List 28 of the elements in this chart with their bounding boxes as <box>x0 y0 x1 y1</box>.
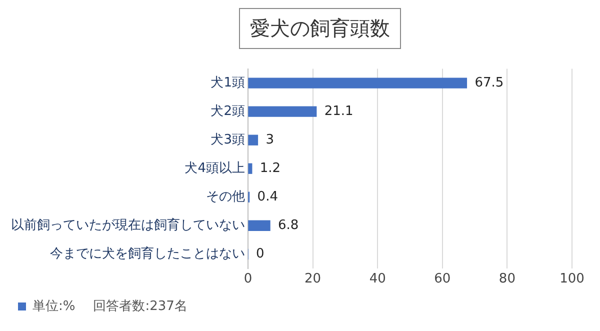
x-tick-label: 40 <box>369 272 386 287</box>
data-label: 6.8 <box>278 218 299 234</box>
data-label: 21.1 <box>324 104 354 119</box>
y-tick-label: その他 <box>206 189 245 204</box>
chart-title: 愛犬の飼育頭数 <box>239 8 401 49</box>
data-label: 1.2 <box>260 160 281 176</box>
bar <box>248 220 270 231</box>
text: 回答者数:237名 <box>93 298 188 314</box>
x-tick-label: 80 <box>498 272 516 287</box>
data-label: 0.4 <box>257 189 278 204</box>
x-tick-label: 100 <box>560 272 584 287</box>
bar <box>248 134 258 146</box>
x-tick-label: 20 <box>304 272 322 287</box>
y-tick-label: 犬3頭 <box>210 132 245 148</box>
bar <box>248 78 468 88</box>
y-tick-label: 犬4頭以上 <box>184 160 245 176</box>
bar <box>248 163 252 174</box>
y-tick-label: 以前飼っていたが現在は飼育していない <box>11 217 245 234</box>
data-label: 67.5 <box>474 75 504 90</box>
legend-label: 単位:% <box>32 298 76 314</box>
y-tick-label: 犬1頭 <box>210 75 245 90</box>
y-tick-label: 今までに犬を飼育したことはない <box>50 246 245 262</box>
data-label: 3 <box>266 132 274 148</box>
x-tick-label: 0 <box>244 272 252 287</box>
y-tick-label: 犬2頭 <box>210 104 245 119</box>
data-label: 0 <box>256 246 264 262</box>
x-tick-label: 60 <box>434 272 451 287</box>
bar <box>248 106 317 117</box>
